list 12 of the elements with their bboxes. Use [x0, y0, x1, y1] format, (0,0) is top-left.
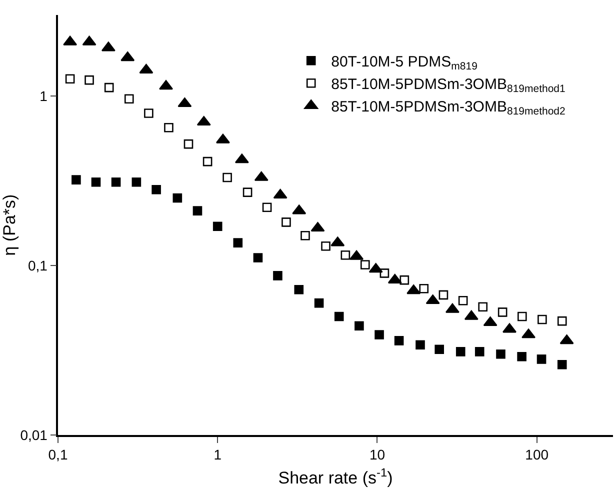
legend-label: 85T-10M-5PDMSm-3OMB$_{819method1}$ [331, 76, 566, 96]
x-axis-title: Shear rate (s$^{-1}$) [278, 465, 393, 488]
x-tick-label: 10 [369, 446, 386, 463]
x-tick-label: 100 [525, 446, 549, 463]
y-tick-label: 0,01 [20, 426, 48, 443]
y-tick-label: 1 [40, 88, 48, 104]
x-tick-label: 1 [214, 446, 222, 463]
legend-label: 85T-10M-5PDMSm-3OMB$_{819method2}$ [331, 98, 566, 118]
y-axis-title: η (Pa*s) [0, 194, 19, 256]
y-tick-label: 0,1 [28, 257, 48, 274]
x-tick-label: 0,1 [48, 446, 68, 463]
legend-label: 80T-10M-5 PDMS$_{m819}$ [331, 54, 478, 73]
